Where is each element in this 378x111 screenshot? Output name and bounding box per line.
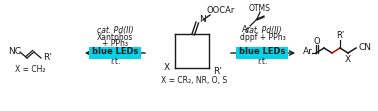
Text: X = CH₂: X = CH₂: [15, 64, 45, 73]
Text: CN: CN: [358, 43, 372, 52]
Text: O: O: [313, 37, 320, 46]
Text: r.t.: r.t.: [110, 57, 120, 66]
Text: X = CR₂, NR, O, S: X = CR₂, NR, O, S: [161, 76, 227, 85]
Text: R’: R’: [43, 53, 53, 61]
Text: X: X: [164, 63, 170, 72]
Text: R’: R’: [213, 67, 222, 76]
Text: + PPh₃: + PPh₃: [102, 40, 128, 49]
Text: Xantphos: Xantphos: [97, 33, 133, 42]
Text: Ar: Ar: [242, 25, 252, 34]
Bar: [89, 47, 141, 59]
Text: OTMS: OTMS: [249, 5, 271, 14]
Text: N: N: [199, 16, 206, 25]
Bar: [236, 47, 288, 59]
Text: blue LEDs: blue LEDs: [92, 48, 138, 56]
Text: cat. Pd(II): cat. Pd(II): [245, 27, 281, 36]
Text: dppf + PPh₃: dppf + PPh₃: [240, 34, 286, 43]
Text: X: X: [345, 56, 351, 64]
Text: R’: R’: [336, 32, 344, 41]
Text: cat. Pd(II): cat. Pd(II): [97, 26, 133, 35]
Text: OOCAr: OOCAr: [207, 7, 235, 16]
Text: Ar: Ar: [303, 48, 313, 56]
Text: r.t.: r.t.: [257, 57, 267, 66]
Text: NC: NC: [8, 48, 21, 56]
Text: blue LEDs: blue LEDs: [239, 48, 285, 56]
